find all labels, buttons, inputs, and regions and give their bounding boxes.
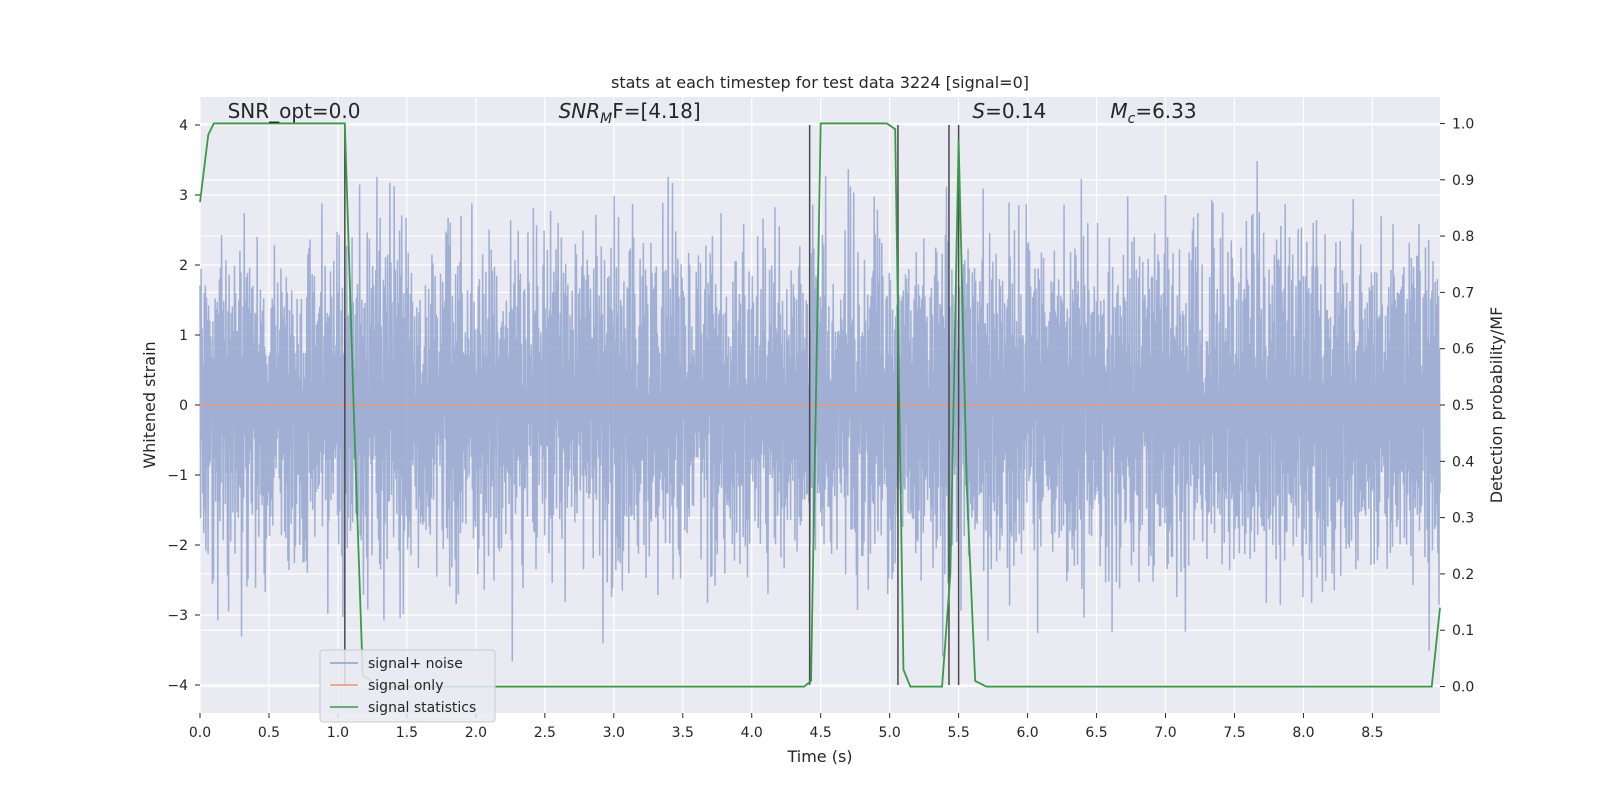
annotation-s-post: =0.14 [985,99,1046,123]
x-tick-label-10: 5.0 [879,725,901,741]
annotation-snr-mf: SNRMF=[4.18] [559,99,701,127]
y-tick-label-8: 4 [179,118,188,134]
x-tick-label-3: 1.5 [396,725,418,741]
x-tick-label-12: 6.0 [1016,725,1038,741]
annotation-s: S=0.14 [972,99,1046,123]
legend-label-signal-noise: signal+ noise [368,656,463,672]
y2-tick-label-3: 0.3 [1452,511,1474,527]
x-tick-label-14: 7.0 [1154,725,1176,741]
x-tick-label-6: 3.0 [603,725,625,741]
x-tick-label-16: 8.0 [1292,725,1314,741]
y2-tick-label-10: 1.0 [1452,116,1474,132]
annotation-s-pre: S [972,99,985,123]
x-tick-label-9: 4.5 [810,725,832,741]
x-tick-label-15: 7.5 [1223,725,1245,741]
y2-axis-label: Detection probability/MF [1487,307,1506,504]
y-tick-label-4: 0 [179,398,188,414]
annotation-mc-pre: M [1110,99,1127,123]
x-tick-label-2: 1.0 [327,725,349,741]
y2-tick-label-0: 0.0 [1452,680,1474,696]
x-tick-label-8: 4.0 [741,725,763,741]
y-tick-label-3: −1 [167,468,188,484]
signal-noise-series [199,160,1441,662]
x-tick-label-0: 0.0 [189,725,211,741]
x-tick-label-4: 2.0 [465,725,487,741]
y-axis-label: Whitened strain [140,341,159,468]
annotation-mc: Mc=6.33 [1110,99,1196,127]
y-tick-label-0: −4 [167,678,188,694]
y-tick-label-6: 2 [179,258,188,274]
legend-label-signal-only: signal only [368,678,443,694]
x-tick-label-17: 8.5 [1361,725,1383,741]
signal-noise-line [199,160,1441,662]
y2-tick-label-1: 0.1 [1452,623,1474,639]
annotation-snr-mf-post: F=[4.18] [612,99,700,123]
x-tick-label-5: 2.5 [534,725,556,741]
legend: signal+ noise signal only signal statist… [319,649,496,723]
annotation-snr-mf-pre: SNR [559,99,601,123]
y-tick-label-2: −2 [167,538,188,554]
y-tick-label-1: −3 [167,608,188,624]
y2-tick-label-6: 0.6 [1452,342,1474,358]
x-tick-label-13: 6.5 [1085,725,1107,741]
x-tick-label-7: 3.5 [672,725,694,741]
annotation-mc-sub: c [1128,111,1136,127]
legend-frame [319,649,496,723]
y2-tick-label-7: 0.7 [1452,285,1474,301]
y2-tick-label-9: 0.9 [1452,173,1474,189]
y2-tick-label-2: 0.2 [1452,567,1474,583]
ticks-layer: 0.0 0.5 1.0 1.5 2.0 2.5 3.0 3.5 4.0 4.5 5.0 5.5 6.0 6… [167,116,1474,741]
y2-tick-label-8: 0.8 [1452,229,1474,245]
x-tick-label-1: 0.5 [258,725,280,741]
signal-statistics-line [199,122,1441,688]
y-tick-label-5: 1 [179,328,188,344]
legend-label-signal-statistics: signal statistics [368,700,476,716]
lines-layer [199,122,1441,688]
annotation-mc-post: =6.33 [1135,99,1196,123]
y2-tick-label-4: 0.4 [1452,454,1474,470]
y-tick-label-7: 3 [179,188,188,204]
annotations: SNR_opt=0.0 SNRMF=[4.18] S=0.14 Mc=6.33 [228,99,1197,127]
x-tick-label-11: 5.5 [947,725,969,741]
annotation-snr-mf-sub: M [600,111,612,127]
x-axis-label: Time (s) [786,747,852,766]
y2-tick-label-5: 0.5 [1452,398,1474,414]
annotation-snr-opt: SNR_opt=0.0 [228,99,361,123]
chart-title: stats at each timestep for test data 322… [611,73,1029,92]
